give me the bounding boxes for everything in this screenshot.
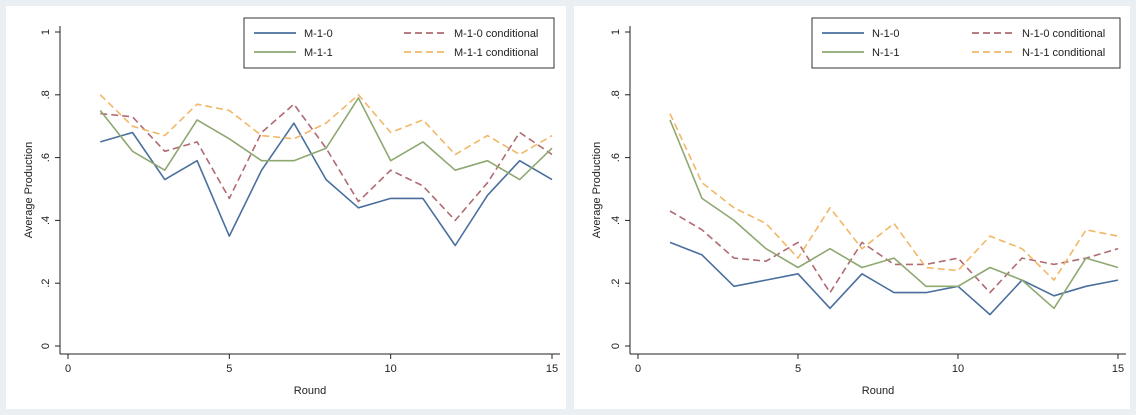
y-tick-label: .6 xyxy=(40,153,52,162)
x-axis-title: Round xyxy=(294,385,326,397)
x-tick-label: 15 xyxy=(546,363,558,375)
y-tick-label: .4 xyxy=(40,216,52,225)
y-tick-label: 1 xyxy=(610,29,622,35)
x-axis-title: Round xyxy=(862,385,894,397)
series-line-n-1-0-conditional xyxy=(669,210,1119,294)
series-line-m-1-1-conditional xyxy=(99,94,553,156)
plot-background xyxy=(6,6,566,409)
legend-box xyxy=(243,17,555,69)
legend-label: M-1-0 xyxy=(304,28,333,40)
legend-label: N-1-0 xyxy=(872,28,900,40)
x-tick-label: 0 xyxy=(65,363,71,375)
y-axis-title: Average Production xyxy=(591,142,603,238)
series-line-m-1-1 xyxy=(99,97,553,181)
y-tick-label: .6 xyxy=(610,153,622,162)
legend-label: N-1-1 conditional xyxy=(1022,47,1105,59)
y-tick-label: 0 xyxy=(40,343,52,349)
legend-box xyxy=(811,17,1121,69)
legend-label: M-1-1 xyxy=(304,47,333,59)
series-line-m-1-0 xyxy=(100,122,553,247)
y-tick-label: .2 xyxy=(40,279,52,288)
series-line-m-1-0-conditional xyxy=(100,103,553,222)
y-tick-label: 1 xyxy=(40,29,52,35)
plot-background xyxy=(574,6,1130,409)
x-tick-label: 15 xyxy=(1112,363,1124,375)
legend-label: N-1-0 conditional xyxy=(1022,28,1105,40)
series-line-n-1-0 xyxy=(669,241,1119,316)
legend-label: M-1-0 conditional xyxy=(454,28,538,40)
y-tick-label: .8 xyxy=(610,90,622,99)
legend-label: M-1-1 conditional xyxy=(454,47,538,59)
y-tick-label: .2 xyxy=(610,279,622,288)
x-tick-label: 5 xyxy=(226,363,232,375)
legend-label: N-1-1 xyxy=(872,47,900,59)
x-tick-label: 10 xyxy=(385,363,397,375)
y-tick-label: 0 xyxy=(610,343,622,349)
y-axis-title: Average Production xyxy=(23,142,35,238)
x-tick-label: 5 xyxy=(795,363,801,375)
series-line-n-1-1 xyxy=(669,119,1119,310)
x-tick-label: 0 xyxy=(635,363,641,375)
legend: N-1-0 N-1-0 conditional N-1-1 N-1-1 conditi… xyxy=(811,17,1121,69)
y-tick-label: .8 xyxy=(40,90,52,99)
x-tick-label: 10 xyxy=(952,363,964,375)
y-tick-label: .4 xyxy=(610,216,622,225)
legend: M-1-0 M-1-0 conditional M-1-1 M-1-1 conditi… xyxy=(243,17,555,69)
